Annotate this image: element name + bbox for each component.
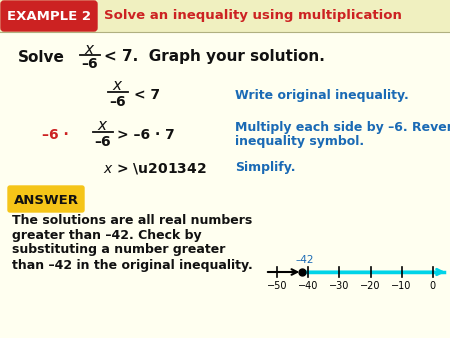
Text: Solve: Solve xyxy=(18,49,65,65)
Text: –6: –6 xyxy=(94,135,111,149)
FancyBboxPatch shape xyxy=(1,1,97,31)
Text: inequality symbol.: inequality symbol. xyxy=(235,136,364,148)
FancyBboxPatch shape xyxy=(8,186,84,212)
Text: –6: –6 xyxy=(110,95,126,109)
Text: –6: –6 xyxy=(82,57,98,71)
Text: The solutions are all real numbers: The solutions are all real numbers xyxy=(12,214,252,226)
Bar xyxy=(0,0,450,32)
Text: 0: 0 xyxy=(430,281,436,291)
Text: $\mathit{x}$: $\mathit{x}$ xyxy=(97,119,109,134)
Text: ANSWER: ANSWER xyxy=(14,193,78,207)
Text: −30: −30 xyxy=(329,281,350,291)
Text: greater than –42. Check by: greater than –42. Check by xyxy=(12,228,202,241)
Text: than –42 in the original inequality.: than –42 in the original inequality. xyxy=(12,259,253,271)
Text: Write original inequality.: Write original inequality. xyxy=(235,89,409,101)
Text: −50: −50 xyxy=(267,281,288,291)
Text: −20: −20 xyxy=(360,281,381,291)
Text: < 7.  Graph your solution.: < 7. Graph your solution. xyxy=(104,49,325,65)
Text: Multiply each side by –6. Reverse: Multiply each side by –6. Reverse xyxy=(235,121,450,135)
Text: $\mathit{x}$: $\mathit{x}$ xyxy=(84,43,96,57)
Text: > –6 · 7: > –6 · 7 xyxy=(117,128,175,142)
Text: $\mathit{x}$ > \u201342: $\mathit{x}$ > \u201342 xyxy=(103,161,207,175)
Text: −40: −40 xyxy=(298,281,319,291)
Text: –42: –42 xyxy=(296,255,315,265)
Text: –6 ·: –6 · xyxy=(42,128,69,142)
Text: Simplify.: Simplify. xyxy=(235,162,296,174)
Text: $\mathit{x}$: $\mathit{x}$ xyxy=(112,78,124,94)
Text: −10: −10 xyxy=(392,281,412,291)
Text: Solve an inequality using multiplication: Solve an inequality using multiplication xyxy=(104,9,402,23)
Text: substituting a number greater: substituting a number greater xyxy=(12,243,225,257)
Text: < 7: < 7 xyxy=(134,88,160,102)
Text: EXAMPLE 2: EXAMPLE 2 xyxy=(7,9,91,23)
